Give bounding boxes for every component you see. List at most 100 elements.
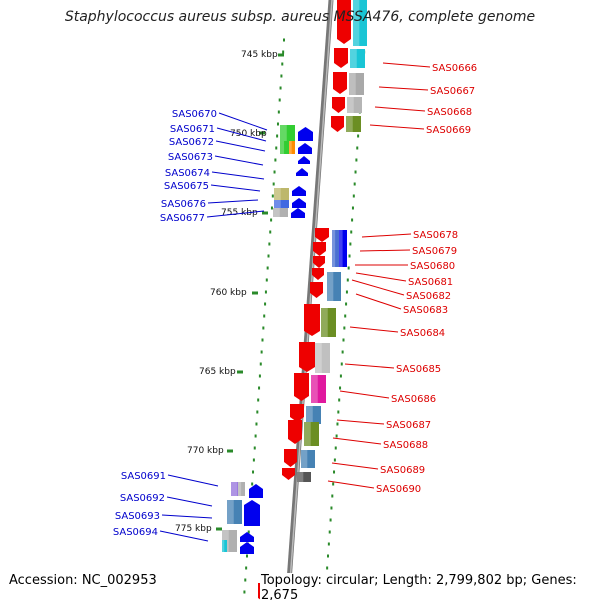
gene-arrow-forward bbox=[313, 242, 326, 256]
right-tick-track bbox=[347, 266, 350, 270]
right-tick-track bbox=[341, 350, 344, 354]
left-tick-track bbox=[254, 434, 257, 438]
gene-label-leader bbox=[216, 127, 267, 142]
right-tick-track bbox=[332, 482, 335, 486]
gene-block-shade bbox=[311, 375, 318, 403]
gene-block bbox=[238, 482, 245, 496]
left-tick-track bbox=[264, 290, 267, 294]
gene-label-leader bbox=[339, 390, 390, 399]
gene-arrow-forward bbox=[304, 304, 320, 336]
right-tick-track bbox=[357, 134, 360, 138]
scale-label: 755 kbp bbox=[221, 208, 258, 218]
gene-block bbox=[332, 230, 339, 267]
gene-label-leader bbox=[215, 140, 266, 152]
scale-tick bbox=[252, 291, 258, 295]
right-tick-track bbox=[340, 362, 343, 366]
scale-tick bbox=[278, 53, 284, 57]
left-tick-track bbox=[267, 254, 270, 258]
right-tick-track bbox=[333, 470, 336, 474]
gene-label: SAS0681 bbox=[408, 277, 453, 288]
right-tick-track bbox=[327, 542, 330, 546]
gene-block-shade bbox=[231, 482, 238, 496]
right-tick-track bbox=[353, 182, 356, 186]
right-tick-track bbox=[328, 530, 331, 534]
gene-block-shade bbox=[280, 125, 287, 141]
gene-block bbox=[274, 188, 289, 200]
gene-block bbox=[280, 125, 295, 141]
right-tick-track bbox=[344, 314, 347, 318]
gene-block bbox=[353, 0, 367, 46]
gene-label: SAS0688 bbox=[383, 440, 428, 451]
gene-label: SAS0672 bbox=[169, 137, 214, 148]
gene-arrow-forward bbox=[332, 97, 345, 113]
gene-block-shade bbox=[297, 472, 304, 482]
gene-block bbox=[301, 450, 315, 468]
scale-tick bbox=[216, 527, 222, 531]
left-tick-track bbox=[260, 350, 263, 354]
gene-block bbox=[306, 406, 321, 424]
gene-label-leader bbox=[349, 326, 399, 333]
gene-label: SAS0684 bbox=[400, 328, 445, 339]
genome-backbone-highlight bbox=[287, 0, 333, 600]
gene-block-shade bbox=[353, 0, 360, 46]
gene-label-leader bbox=[351, 279, 405, 296]
left-tick-track bbox=[247, 530, 250, 534]
right-tick-track bbox=[339, 374, 342, 378]
right-tick-track bbox=[334, 446, 337, 450]
gene-block-shade bbox=[301, 450, 308, 468]
right-tick-track bbox=[351, 206, 354, 210]
left-tick-track bbox=[270, 218, 273, 222]
gene-block-shade bbox=[315, 343, 322, 373]
right-tick-track bbox=[348, 254, 351, 258]
gene-label-leader bbox=[382, 62, 431, 68]
gene-block bbox=[346, 116, 361, 132]
left-tick-track bbox=[280, 74, 283, 78]
left-tick-track bbox=[258, 386, 261, 390]
right-tick-track bbox=[336, 422, 339, 426]
gene-arrow-forward bbox=[331, 116, 344, 132]
left-tick-track bbox=[281, 62, 284, 66]
gene-block-shade bbox=[321, 308, 328, 337]
scale-label: 760 kbp bbox=[210, 288, 247, 298]
genome-stats-label: Topology: circular; Length: 2,799,802 bp… bbox=[260, 573, 600, 600]
gene-block-shade bbox=[222, 540, 225, 552]
left-tick-track bbox=[272, 182, 275, 186]
left-tick-track bbox=[275, 146, 278, 150]
left-tick-track bbox=[256, 410, 259, 414]
gene-label: SAS0690 bbox=[376, 484, 421, 495]
gene-label: SAS0692 bbox=[120, 493, 165, 504]
gene-label-leader bbox=[207, 199, 259, 204]
left-tick-track bbox=[282, 50, 285, 54]
gene-block-shade bbox=[349, 73, 356, 95]
right-tick-track bbox=[327, 554, 330, 558]
gene-label-leader bbox=[206, 210, 265, 218]
gene-label: SAS0689 bbox=[380, 465, 425, 476]
gene-block-shade bbox=[339, 230, 343, 267]
gene-label-leader bbox=[211, 171, 265, 180]
gene-block bbox=[349, 73, 364, 95]
left-tick-track bbox=[274, 158, 277, 162]
right-tick-track bbox=[342, 338, 345, 342]
gene-block-shade bbox=[346, 116, 353, 132]
gene-label-leader bbox=[327, 480, 375, 489]
left-tick-track bbox=[246, 554, 249, 558]
right-tick-track bbox=[338, 398, 341, 402]
left-tick-track bbox=[258, 374, 261, 378]
gene-label-leader bbox=[210, 184, 261, 192]
gene-label: SAS0676 bbox=[161, 199, 206, 210]
gene-label: SAS0694 bbox=[113, 527, 158, 538]
right-tick-track bbox=[345, 290, 348, 294]
gene-label: SAS0667 bbox=[430, 86, 475, 97]
left-tick-track bbox=[251, 482, 254, 486]
gene-arrow-reverse bbox=[298, 156, 310, 164]
right-tick-track bbox=[337, 410, 340, 414]
gene-block bbox=[321, 308, 336, 337]
left-tick-track bbox=[276, 134, 279, 138]
gene-arrow-forward bbox=[294, 373, 309, 401]
gene-label: SAS0669 bbox=[426, 125, 471, 136]
right-tick-track bbox=[343, 326, 346, 330]
left-tick-track bbox=[257, 398, 260, 402]
left-tick-track bbox=[283, 38, 285, 42]
gene-arrow-reverse bbox=[292, 186, 306, 196]
gene-block bbox=[273, 208, 288, 217]
